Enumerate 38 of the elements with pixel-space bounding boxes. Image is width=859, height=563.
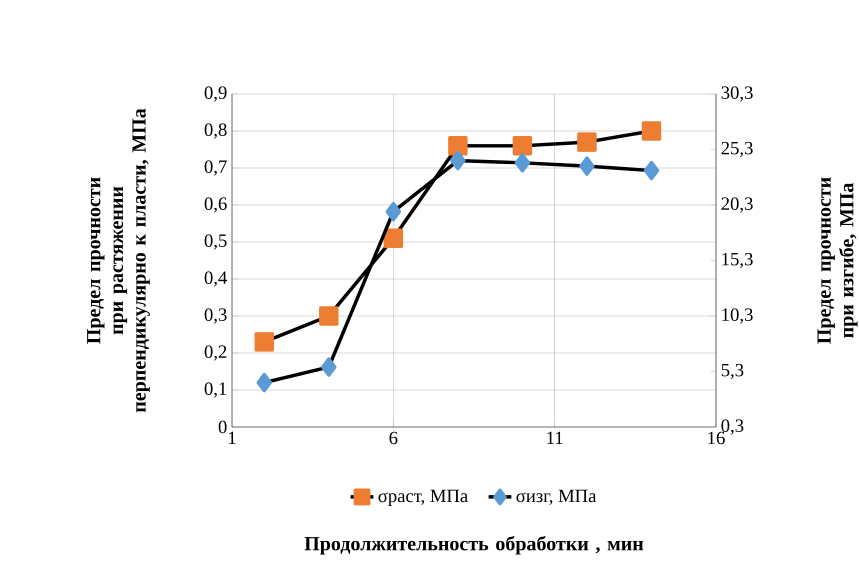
point (386, 202, 402, 222)
legend-label: σизг, МПа (516, 490, 596, 505)
y-axis-title: Предел прочности при растяжении перпендикулярно к пласти, МПа (87, 108, 150, 412)
point (579, 156, 595, 176)
y-tick-label: 0,6 (204, 197, 227, 213)
y-tick-label: 0,3 (204, 308, 227, 324)
y2-axis-title: Предел прочности при изгибе, МПа (818, 177, 858, 344)
point (384, 228, 404, 248)
y-tick-label: 0,8 (204, 123, 227, 139)
x-axis-title: Продолжительность обработки , мин (304, 536, 644, 554)
point (512, 136, 532, 156)
y-tick-label: 0,2 (204, 345, 226, 361)
x-tick-label: 1 (228, 432, 236, 444)
x-tick-label: 11 (547, 432, 563, 444)
y2-tick-label: 5,3 (722, 364, 744, 380)
y-tick-label: 0 (218, 420, 227, 434)
legend-label: σраст, МПа (378, 490, 468, 506)
y-tick-label: 0,4 (204, 271, 228, 287)
y-tick-label: 0,5 (204, 234, 227, 250)
point (448, 136, 468, 156)
y2-tick-label: 25,3 (722, 142, 753, 158)
point (577, 132, 597, 152)
y-tick-label: 0,9 (204, 86, 227, 102)
y2-tick-label: 30,3 (722, 86, 753, 102)
y2-tick-label: 20,3 (722, 197, 753, 213)
y-tick-label: 0,7 (204, 160, 227, 176)
y-tick-label: 0,1 (204, 382, 226, 398)
point (514, 153, 530, 173)
point (319, 306, 339, 326)
point (256, 372, 272, 392)
point (642, 121, 662, 141)
y2-tick-label: 10,3 (722, 308, 753, 324)
point (644, 160, 660, 180)
point (321, 357, 337, 377)
point (254, 332, 274, 352)
y2-tick-label: 15,3 (722, 252, 753, 268)
x-tick-label: 6 (389, 432, 398, 444)
point (450, 150, 466, 170)
